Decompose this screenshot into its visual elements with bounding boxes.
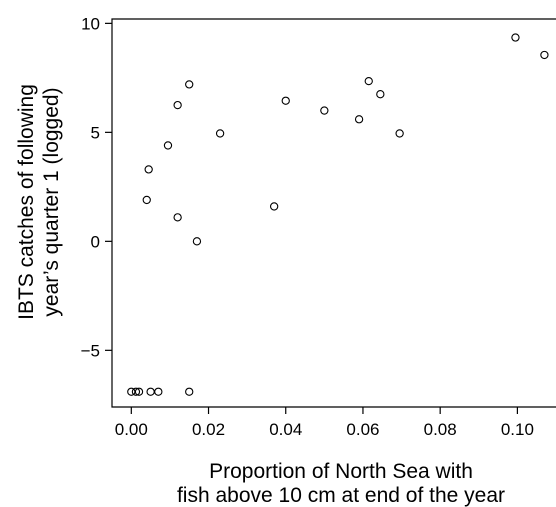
data-points [127, 33, 549, 396]
data-point [173, 213, 182, 222]
data-point [192, 237, 202, 246]
y-tick-label: 0 [91, 232, 100, 251]
axes-frame [111, 18, 556, 408]
plot-area [111, 18, 556, 408]
x-tick-label: 0.04 [269, 420, 302, 439]
data-point [163, 141, 173, 150]
data-point [154, 387, 163, 396]
data-point [185, 387, 194, 396]
data-point [364, 76, 373, 86]
data-point [395, 129, 404, 138]
data-point [270, 202, 279, 211]
y-axis-label-line-1: IBTS catches of following [15, 84, 38, 320]
x-tick-label: 0.08 [424, 420, 457, 439]
data-point [215, 129, 225, 138]
x-tick-label: 0.00 [115, 420, 148, 439]
x-tick-label: 0.02 [192, 420, 225, 439]
data-point [376, 90, 385, 99]
data-point [185, 80, 194, 89]
data-point [134, 387, 144, 396]
data-point [540, 50, 549, 60]
x-axis: 0.00 0.02 0.04 0.06 0.08 0.10 [115, 407, 534, 439]
x-axis-label-line-1: Proportion of North Sea with [209, 460, 473, 483]
data-point [281, 96, 290, 105]
y-tick-label: 10 [81, 14, 100, 33]
data-point [146, 387, 155, 396]
y-axis: −5 0 5 10 [81, 14, 112, 360]
x-axis-label-line-2: fish above 10 cm at end of the year [177, 484, 505, 507]
data-point [142, 195, 151, 205]
data-point [144, 165, 153, 174]
data-point [173, 100, 182, 110]
y-tick-label: 5 [91, 123, 100, 142]
data-point [511, 33, 520, 42]
y-axis-label-line-2: year’s quarter 1 (logged) [40, 87, 63, 316]
x-tick-label: 0.10 [501, 420, 534, 439]
y-tick-label: −5 [81, 341, 100, 360]
x-tick-label: 0.06 [346, 420, 379, 439]
data-point [354, 115, 364, 124]
data-point [131, 387, 141, 396]
data-point [320, 106, 329, 115]
